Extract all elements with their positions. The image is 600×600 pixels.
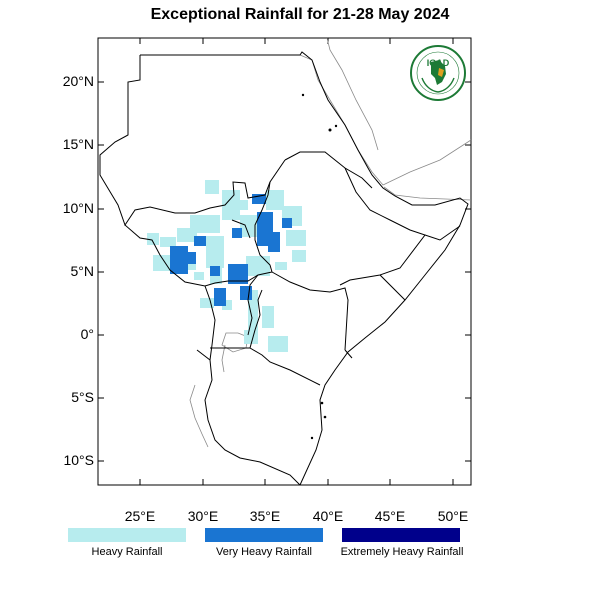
lat-label-5s: 5°S [71, 389, 94, 405]
lon-label-35e: 35°E [249, 508, 281, 524]
lon-label-25e: 25°E [124, 508, 156, 524]
legend-label-very-heavy: Very Heavy Rainfall [216, 546, 312, 558]
lat-label-20n: 20°N [62, 73, 94, 89]
lat-label-10s: 10°S [63, 452, 94, 468]
lon-label-45e: 45°E [374, 508, 406, 524]
legend-swatch-heavy [68, 528, 186, 542]
igad-logo: IGAD [410, 45, 466, 101]
lat-tick-marks [98, 81, 471, 462]
lat-label-10n: 10°N [62, 200, 94, 216]
lon-tick-marks [139, 38, 454, 485]
lat-label-0: 0° [80, 326, 94, 342]
lon-label-50e: 50°E [437, 508, 469, 524]
legend-label-extreme: Extremely Heavy Rainfall [340, 546, 464, 558]
lon-label-30e: 30°E [187, 508, 219, 524]
map-frame [97, 37, 472, 486]
legend-swatch-extreme [342, 528, 460, 542]
legend-label-heavy: Heavy Rainfall [91, 546, 163, 558]
igad-logo-text: IGAD [427, 58, 450, 68]
islands [301, 93, 338, 440]
map-title: Exceptional Rainfall for 21-28 May 2024 [150, 6, 450, 23]
very-heavy-rainfall-areas [170, 194, 292, 306]
lat-label-5n: 5°N [70, 263, 95, 279]
lat-label-15n: 15°N [62, 136, 94, 152]
country-borders [99, 51, 469, 486]
legend-swatch-very-heavy [205, 528, 323, 542]
lon-label-40e: 40°E [312, 508, 344, 524]
